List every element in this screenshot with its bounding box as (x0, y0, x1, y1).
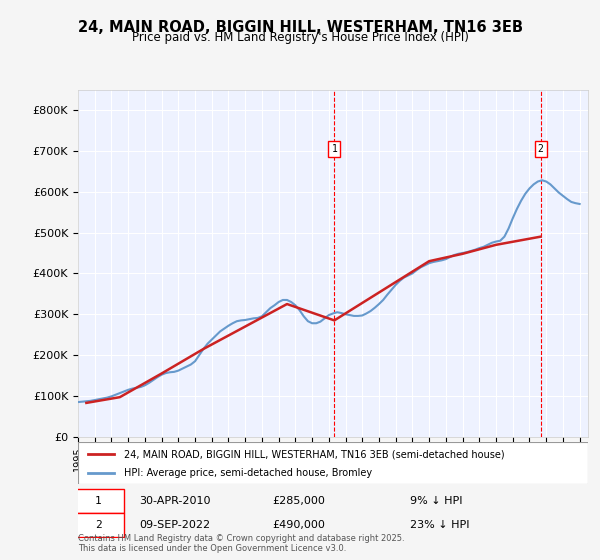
Text: 24, MAIN ROAD, BIGGIN HILL, WESTERHAM, TN16 3EB (semi-detached house): 24, MAIN ROAD, BIGGIN HILL, WESTERHAM, T… (124, 449, 505, 459)
Text: 2: 2 (538, 143, 544, 153)
Text: 23% ↓ HPI: 23% ↓ HPI (409, 520, 469, 530)
Text: 30-APR-2010: 30-APR-2010 (139, 496, 211, 506)
Text: £490,000: £490,000 (272, 520, 325, 530)
Text: £285,000: £285,000 (272, 496, 325, 506)
Text: HPI: Average price, semi-detached house, Bromley: HPI: Average price, semi-detached house,… (124, 468, 372, 478)
FancyBboxPatch shape (73, 514, 124, 537)
Text: 09-SEP-2022: 09-SEP-2022 (139, 520, 211, 530)
FancyBboxPatch shape (73, 489, 124, 513)
Text: 1: 1 (95, 496, 102, 506)
Text: 9% ↓ HPI: 9% ↓ HPI (409, 496, 462, 506)
FancyBboxPatch shape (78, 442, 588, 484)
Text: 1: 1 (331, 143, 337, 153)
Text: 2: 2 (95, 520, 102, 530)
Text: 24, MAIN ROAD, BIGGIN HILL, WESTERHAM, TN16 3EB: 24, MAIN ROAD, BIGGIN HILL, WESTERHAM, T… (77, 20, 523, 35)
Text: Contains HM Land Registry data © Crown copyright and database right 2025.
This d: Contains HM Land Registry data © Crown c… (78, 534, 404, 553)
Text: Price paid vs. HM Land Registry's House Price Index (HPI): Price paid vs. HM Land Registry's House … (131, 31, 469, 44)
